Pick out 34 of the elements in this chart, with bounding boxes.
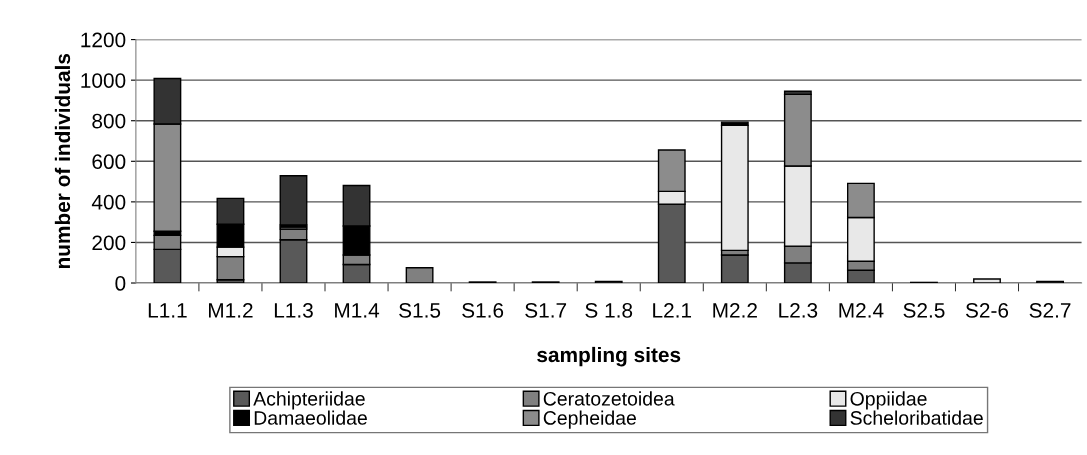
x-tick-label: S1.6 [462, 303, 504, 318]
y-tick-label: 1000 [81, 73, 126, 88]
x-axis-title: sampling sites [537, 346, 681, 367]
bar [720, 254, 749, 284]
x-tick-label: S1.5 [399, 303, 441, 318]
bar [720, 124, 749, 252]
legend-label: Cepheidae [543, 410, 636, 429]
y-tick-label: 200 [92, 235, 126, 251]
bar [973, 278, 1001, 284]
bar [279, 175, 308, 226]
legend-label: Scheloribatidae [850, 410, 983, 425]
y-axis-title: number of individuals [54, 53, 71, 269]
x-tick-label: M1.2 [209, 303, 253, 318]
legend-label: Ceratozetoidea [543, 391, 675, 406]
x-tick-label: S2.5 [903, 303, 945, 318]
legend-label: Achipteriidae [253, 391, 365, 410]
y-tick-label: 800 [92, 113, 126, 129]
legend-label: Damaeolidae [254, 410, 367, 425]
x-tick-label: L2.1 [653, 303, 692, 318]
x-tick-label: S2.7 [1029, 303, 1071, 318]
x-tick-label: M1.4 [335, 303, 380, 318]
y-tick-label: 400 [91, 194, 126, 210]
y-tick-label: 600 [92, 154, 126, 170]
x-tick-label: L1.3 [274, 303, 313, 318]
x-tick-label: M2.2 [713, 303, 757, 318]
legend-label: Oppiidae [850, 391, 927, 410]
x-tick-label: S1.7 [525, 303, 567, 318]
x-tick-label: S 1.8 [585, 303, 633, 318]
x-tick-label: L2.3 [779, 303, 818, 318]
x-tick-label: M2.4 [839, 303, 884, 318]
x-tick-label: S2-6 [965, 303, 1009, 318]
x-tick-label: L1.1 [148, 303, 187, 318]
y-tick-label: 0 [115, 276, 126, 291]
y-tick-label: 1200 [81, 32, 126, 48]
